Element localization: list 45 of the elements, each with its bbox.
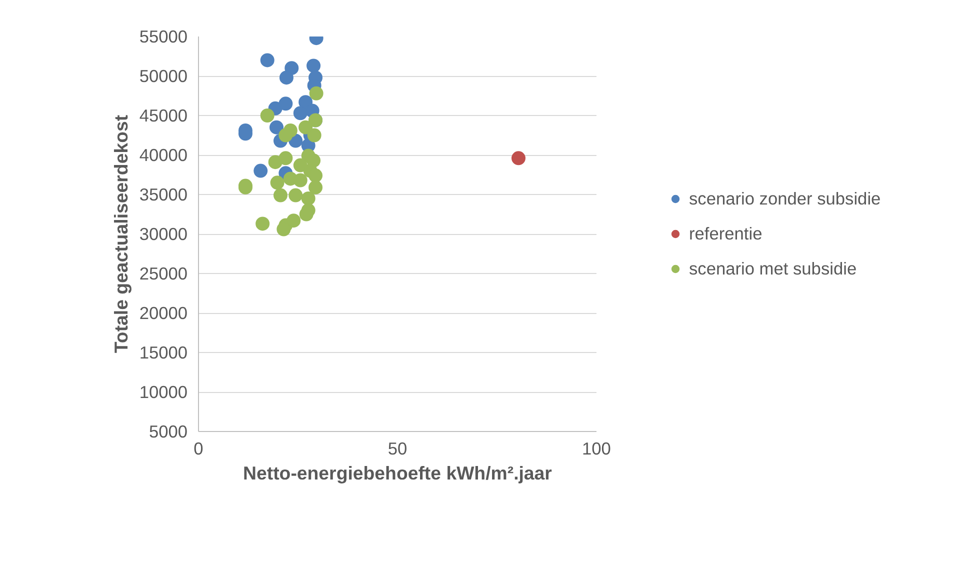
y-tick-label: 15000 — [139, 342, 188, 362]
point — [273, 188, 288, 202]
point — [276, 222, 291, 236]
y-tick-label: 55000 — [139, 26, 188, 46]
point — [511, 151, 526, 166]
point — [301, 191, 316, 206]
point — [288, 188, 303, 202]
point — [308, 168, 323, 183]
legend-label: scenario met subsidie — [689, 258, 857, 279]
point — [279, 70, 294, 85]
x-axis-title: Netto-energiebehoefte kWh/m².jaar — [243, 462, 552, 484]
legend-label: referentie — [689, 223, 762, 244]
y-tick-label: 10000 — [139, 382, 188, 402]
y-tick-label: 40000 — [139, 145, 188, 165]
point — [307, 128, 322, 142]
point — [301, 203, 316, 218]
point — [256, 216, 270, 231]
point — [278, 128, 293, 142]
point — [293, 158, 308, 172]
x-tick-label: 100 — [582, 438, 611, 458]
point — [293, 173, 308, 188]
y-tick-label: 45000 — [139, 106, 188, 126]
y-axis-title: Totale geactualiseerdekost — [110, 114, 132, 354]
point — [308, 180, 323, 194]
y-tick-label: 20000 — [139, 303, 188, 323]
y-tick-label: 35000 — [139, 184, 188, 204]
point — [260, 108, 274, 122]
point — [260, 53, 274, 68]
y-tick-label: 50000 — [139, 66, 188, 86]
point — [254, 164, 268, 178]
point — [270, 120, 284, 134]
point — [278, 96, 293, 111]
point — [309, 86, 324, 100]
point — [270, 176, 284, 190]
point — [293, 106, 308, 120]
point — [278, 151, 293, 166]
legend-label: scenario zonder subsidie — [689, 188, 881, 209]
point — [286, 214, 301, 228]
x-tick-label: 0 — [194, 438, 204, 458]
y-tick-label: 5000 — [148, 422, 188, 442]
point — [306, 58, 321, 73]
point — [298, 120, 313, 134]
y-tick-label: 25000 — [139, 264, 188, 284]
x-tick-label: 50 — [388, 438, 408, 458]
y-tick-label: 30000 — [139, 224, 188, 244]
